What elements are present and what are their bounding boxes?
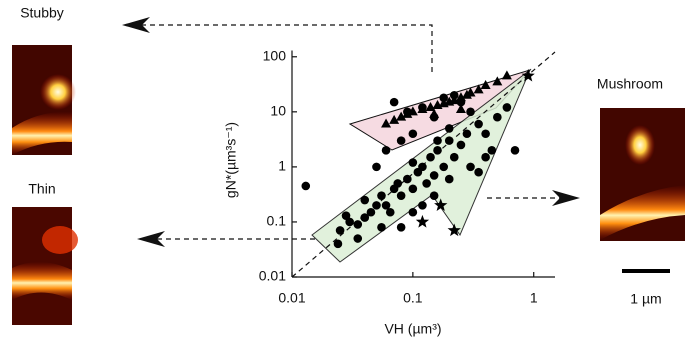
point <box>501 70 512 80</box>
point <box>433 146 442 155</box>
point <box>335 226 345 235</box>
point <box>353 220 363 229</box>
point <box>429 191 439 200</box>
point <box>455 104 466 114</box>
point <box>481 152 490 162</box>
point <box>403 174 412 184</box>
x-axis-label: VH (µm³) <box>384 321 441 337</box>
x-tick-label: 0.01 <box>278 290 305 306</box>
x-tick-label: 1 <box>530 290 538 306</box>
y-tick-label: 100 <box>263 47 287 63</box>
point <box>381 146 391 155</box>
point <box>396 191 406 200</box>
point <box>474 119 483 129</box>
point <box>473 84 484 94</box>
point <box>366 207 376 217</box>
point <box>487 146 497 155</box>
point <box>377 222 386 232</box>
label: Thin <box>28 181 55 197</box>
label: Mushroom <box>597 76 663 92</box>
point <box>396 111 407 121</box>
point <box>396 136 406 145</box>
point <box>408 129 418 139</box>
point <box>396 222 406 232</box>
point <box>389 114 400 124</box>
point <box>492 76 503 86</box>
arrow-head <box>122 17 150 33</box>
y-tick-label: 0.1 <box>267 213 287 229</box>
point <box>389 97 399 107</box>
point <box>408 184 418 194</box>
point <box>465 87 476 97</box>
label: Stubby <box>20 5 64 21</box>
point <box>385 207 395 217</box>
point <box>345 217 354 227</box>
point <box>455 92 466 102</box>
point <box>510 146 520 155</box>
point <box>381 201 391 210</box>
y-tick-label: 10 <box>270 103 286 119</box>
point <box>377 191 386 200</box>
point <box>360 213 370 222</box>
thin-image <box>12 207 78 325</box>
arrow-head <box>137 231 165 247</box>
point <box>447 223 461 237</box>
point <box>372 201 381 210</box>
point <box>402 108 413 118</box>
point <box>301 181 311 191</box>
point <box>393 179 403 188</box>
point <box>449 95 460 105</box>
point <box>480 80 491 90</box>
arrow-head <box>552 190 580 206</box>
point <box>429 108 440 118</box>
point <box>444 174 454 184</box>
point <box>407 106 418 116</box>
point <box>466 162 475 172</box>
point <box>434 198 448 211</box>
y-tick-label: 0.01 <box>259 268 286 284</box>
point <box>521 68 535 82</box>
point <box>381 118 392 128</box>
point <box>466 107 475 117</box>
point <box>444 136 454 145</box>
point <box>372 162 381 172</box>
point <box>418 162 427 172</box>
point <box>408 207 418 217</box>
point <box>481 129 490 139</box>
label: 1 µm <box>630 291 661 307</box>
point <box>449 152 459 162</box>
point <box>439 162 449 172</box>
mushroom-image <box>600 108 685 273</box>
point <box>456 140 466 150</box>
point <box>439 93 449 103</box>
x-tick-label: 0.1 <box>403 290 423 306</box>
point <box>417 104 428 114</box>
stubby-image <box>12 45 76 155</box>
point <box>493 112 502 122</box>
point <box>429 171 439 180</box>
point <box>333 239 343 249</box>
point <box>433 136 442 145</box>
point <box>444 124 454 133</box>
arrow-line <box>125 24 433 72</box>
point <box>426 152 435 162</box>
point <box>360 195 370 205</box>
point <box>462 129 472 139</box>
point <box>341 211 351 220</box>
point <box>415 214 430 228</box>
point <box>502 103 512 112</box>
point <box>474 167 483 177</box>
point <box>422 179 431 188</box>
y-axis-label: gN*(µm³s⁻¹) <box>223 122 239 198</box>
y-tick-label: 1 <box>278 158 286 174</box>
point <box>353 234 363 243</box>
point <box>418 201 427 210</box>
point <box>408 158 418 167</box>
